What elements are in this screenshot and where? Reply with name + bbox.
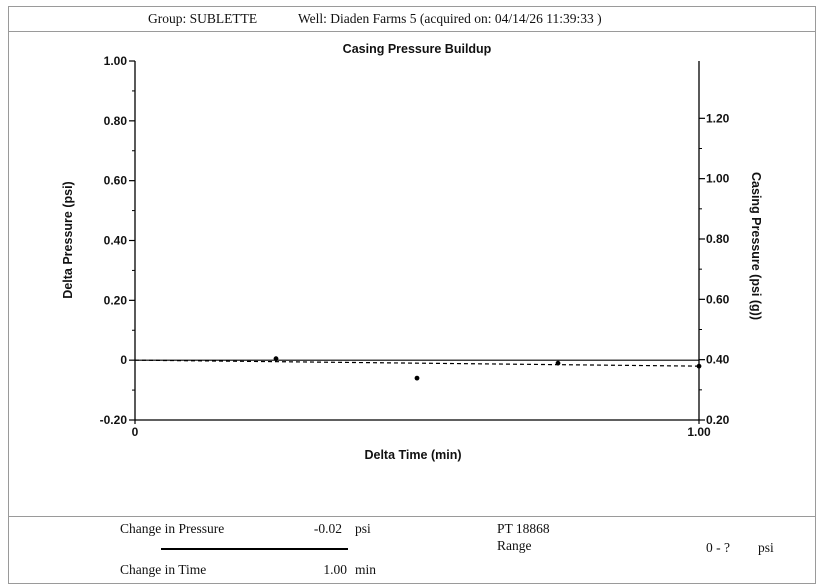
x-tick-label: 1.00 (687, 425, 711, 439)
y2-axis-label: Casing Pressure (psi (g)) (749, 172, 763, 320)
group-label: Group: SUBLETTE (148, 11, 258, 26)
change-pressure-unit: psi (355, 521, 371, 536)
y2-tick-label: 1.20 (706, 111, 730, 125)
range-label: Range (497, 538, 532, 553)
y-tick-label: 0.20 (104, 293, 128, 307)
chart-marks (134, 356, 702, 381)
fraction-rule (161, 548, 348, 550)
y2-tick-label: 1.00 (706, 172, 730, 186)
x-tick-label: 0 (132, 425, 139, 439)
y2-tick-label: 0.60 (706, 292, 730, 306)
x-axis-label: Delta Time (min) (364, 448, 461, 462)
range-value: 0 - ? (706, 540, 730, 555)
y2-tick-label: 0.20 (706, 413, 730, 427)
footer-divider (9, 516, 816, 517)
report-frame (8, 6, 816, 584)
data-point (555, 360, 561, 366)
y-tick-label: 0.60 (104, 174, 128, 188)
y-tick-label: 0.80 (104, 114, 128, 128)
header-divider (9, 31, 816, 32)
y-tick-label: 0.40 (104, 234, 128, 248)
change-time-unit: min (355, 562, 377, 577)
y-tick-label: -0.20 (100, 413, 128, 427)
y-tick-label: 1.00 (104, 54, 128, 68)
data-point (696, 363, 702, 369)
data-point (273, 356, 279, 362)
change-time-value: 1.00 (323, 562, 347, 577)
change-pressure-label: Change in Pressure (120, 521, 225, 536)
change-pressure-value: -0.02 (313, 521, 342, 536)
y-tick-label: 0 (120, 353, 127, 367)
chart-title: Casing Pressure Buildup (343, 42, 492, 56)
chart-axes: -0.2000.200.400.600.801.000.200.400.600.… (100, 54, 730, 439)
trend-line (134, 359, 700, 367)
y2-tick-label: 0.80 (706, 232, 730, 246)
y2-tick-label: 0.40 (706, 353, 730, 367)
change-time-label: Change in Time (120, 562, 207, 577)
y-axis-label: Delta Pressure (psi) (61, 181, 75, 298)
sensor-id: PT 18868 (497, 521, 550, 536)
range-unit: psi (758, 540, 774, 555)
data-point (414, 375, 420, 381)
well-label: Well: Diaden Farms 5 (acquired on: 04/14… (298, 11, 602, 26)
